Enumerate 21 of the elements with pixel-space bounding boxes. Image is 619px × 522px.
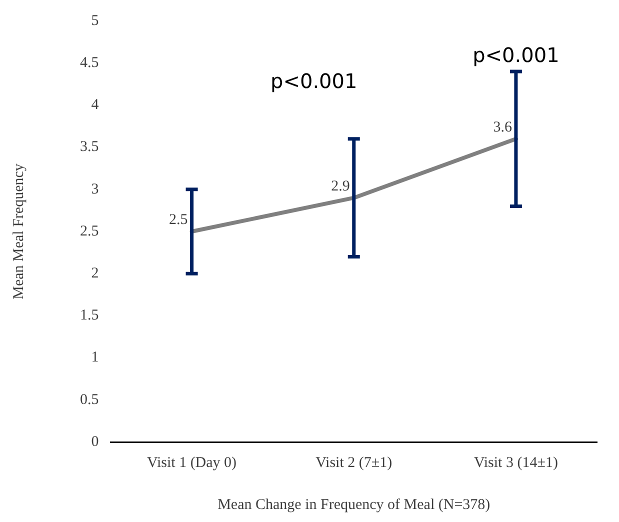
y-axis-title: Mean Meal Frequency bbox=[10, 163, 27, 300]
y-tick-label: 3.5 bbox=[80, 139, 99, 156]
y-tick-label: 4 bbox=[91, 97, 100, 114]
x-tick-label: Visit 3 (14±1) bbox=[474, 454, 558, 471]
annotation: p<0.001 bbox=[270, 69, 358, 94]
x-tick-label: Visit 1 (Day 0) bbox=[147, 454, 237, 471]
data-label: 3.6 bbox=[493, 119, 512, 136]
x-tick-label: Visit 2 (7±1) bbox=[316, 454, 392, 471]
y-tick-label: 2 bbox=[91, 266, 99, 282]
y-tick-label: 0 bbox=[91, 434, 99, 450]
annotation: p<0.001 bbox=[472, 43, 560, 68]
x-axis-title: Mean Change in Frequency of Meal (N=378) bbox=[218, 496, 490, 513]
y-tick-label: 1 bbox=[91, 350, 99, 366]
y-tick-label: 4.5 bbox=[80, 55, 99, 72]
y-tick-label: 3 bbox=[91, 181, 99, 198]
y-tick-label: 1.5 bbox=[80, 308, 99, 324]
y-tick-label: 2.5 bbox=[80, 223, 99, 240]
data-label: 2.9 bbox=[331, 178, 350, 194]
y-tick-label: 5 bbox=[91, 12, 99, 29]
data-label: 2.5 bbox=[169, 212, 188, 228]
y-tick-label: 0.5 bbox=[80, 392, 99, 408]
